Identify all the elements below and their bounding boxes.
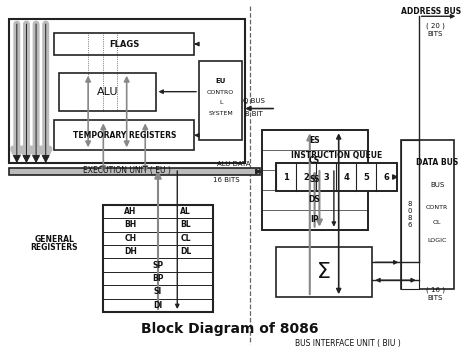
Text: 5: 5 [364, 173, 369, 181]
Bar [9, 168, 260, 175]
Text: Q BUS: Q BUS [243, 98, 265, 104]
Text: SYSTEM: SYSTEM [208, 111, 233, 116]
Bar [102, 205, 213, 312]
Text: Σ: Σ [317, 262, 331, 282]
Text: ( 16 ): ( 16 ) [426, 287, 445, 293]
Text: 4: 4 [343, 173, 349, 181]
Text: DI: DI [154, 301, 163, 310]
Text: EXECUTION UNIT ( EU ): EXECUTION UNIT ( EU ) [83, 165, 171, 175]
Text: BL: BL [181, 220, 191, 229]
Bar [401, 140, 419, 289]
Text: 8
0
8
6: 8 0 8 6 [408, 201, 412, 228]
Text: DS: DS [309, 195, 320, 204]
Bar [262, 130, 368, 230]
Text: SS: SS [310, 175, 320, 185]
Bar [401, 140, 455, 289]
Text: FLAGS: FLAGS [109, 39, 139, 49]
Text: CONTRO: CONTRO [207, 90, 234, 95]
Text: BITS: BITS [428, 295, 443, 301]
Text: 8 BIT: 8 BIT [245, 110, 263, 116]
Text: INSTRUCTION QUEUE: INSTRUCTION QUEUE [291, 151, 382, 160]
Text: CH: CH [124, 234, 137, 243]
Text: BUS INTERFACE UNIT ( BIU ): BUS INTERFACE UNIT ( BIU ) [295, 339, 401, 348]
Text: BP: BP [152, 274, 164, 283]
Text: ES: ES [310, 136, 320, 145]
Text: OL: OL [433, 220, 441, 225]
Text: 1: 1 [283, 173, 289, 181]
Text: L: L [219, 100, 222, 105]
Text: AL: AL [180, 207, 191, 216]
Text: SP: SP [153, 261, 164, 269]
Text: 3: 3 [323, 173, 329, 181]
Text: TEMPORARY REGISTERS: TEMPORARY REGISTERS [73, 131, 176, 140]
Text: EU: EU [216, 78, 226, 84]
Text: LOGIC: LOGIC [428, 237, 447, 242]
Text: ( 20 ): ( 20 ) [426, 23, 445, 29]
Bar [59, 73, 155, 110]
Text: 2: 2 [303, 173, 309, 181]
Text: 6: 6 [383, 173, 390, 181]
Bar [102, 205, 213, 312]
Bar [55, 120, 194, 150]
Text: BUS: BUS [430, 182, 444, 188]
Text: Block Diagram of 8086: Block Diagram of 8086 [141, 322, 319, 336]
Text: BITS: BITS [428, 31, 443, 37]
Bar [276, 163, 397, 191]
Text: CONTR: CONTR [426, 205, 448, 210]
Text: SI: SI [154, 287, 162, 296]
Bar [9, 19, 245, 163]
Bar [276, 247, 373, 297]
Text: 16 BITS: 16 BITS [213, 177, 239, 183]
Text: IP: IP [310, 215, 319, 224]
Bar [262, 130, 368, 230]
Text: BH: BH [124, 220, 137, 229]
Text: GENERAL: GENERAL [35, 235, 74, 244]
Bar [199, 61, 242, 140]
Text: REGISTERS: REGISTERS [31, 243, 78, 252]
Bar [276, 163, 397, 191]
Text: ALU: ALU [97, 87, 118, 97]
Text: ALU DATA: ALU DATA [217, 161, 250, 167]
Text: DH: DH [124, 247, 137, 256]
Text: DL: DL [180, 247, 191, 256]
Text: ADDRESS BUS: ADDRESS BUS [401, 7, 462, 16]
Bar [55, 33, 194, 55]
Text: AH: AH [124, 207, 137, 216]
Text: CL: CL [181, 234, 191, 243]
Text: CS: CS [309, 155, 320, 165]
Text: DATA BUS: DATA BUS [416, 158, 458, 167]
